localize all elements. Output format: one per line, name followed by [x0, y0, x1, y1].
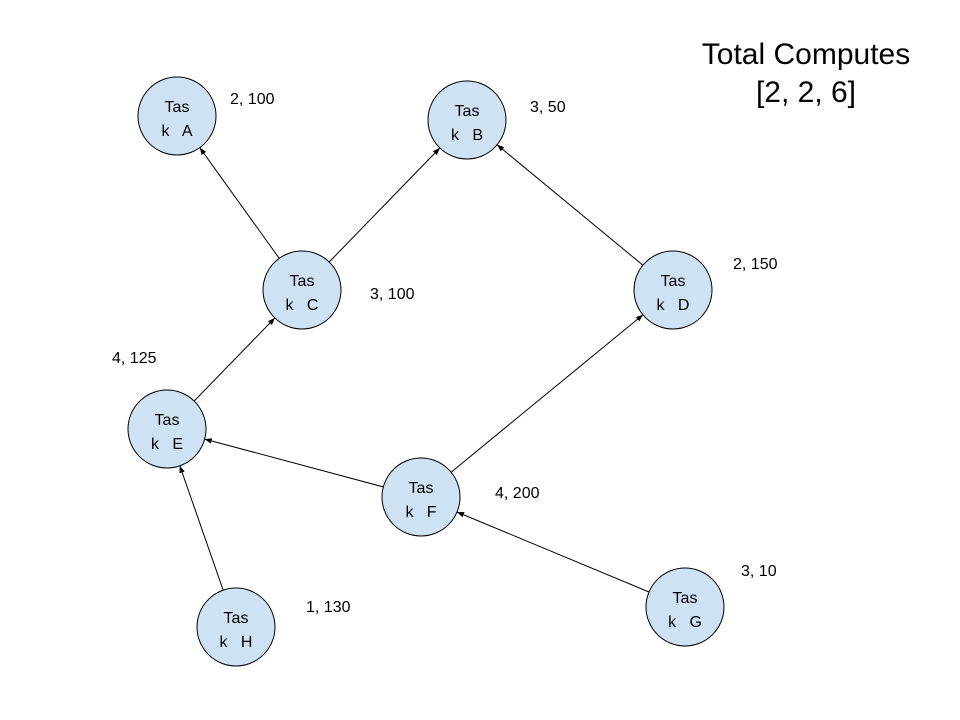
node-label-c: 3, 100 [370, 286, 415, 303]
node-text-line-2: k C [286, 297, 319, 314]
node-label-g: 3, 10 [741, 563, 777, 580]
node-text-line-1: Tas [165, 99, 190, 116]
node-circle [427, 80, 507, 160]
edge-d-to-b [496, 144, 644, 266]
node-task-b: Tas k B [427, 80, 507, 160]
node-text-line-1: Tas [224, 610, 249, 627]
node-text-line-2: k E [151, 436, 183, 453]
node-circle [137, 76, 217, 156]
node-label-f: 4, 200 [495, 485, 540, 502]
node-text-line-2: k A [161, 123, 192, 140]
node-circle [127, 389, 207, 469]
node-task-c: Tas k C [262, 250, 342, 330]
node-label-h: 1, 130 [306, 599, 351, 616]
node-label-e: 4, 125 [112, 350, 157, 367]
edge-e-to-c [193, 317, 276, 402]
node-text-line-2: k B [451, 127, 483, 144]
nodes: Tas k A Tas k B Tas k C Tas k D Tas k E Tas k F Tas k… [127, 76, 725, 667]
node-circle [262, 250, 342, 330]
node-task-e: Tas k E [127, 389, 207, 469]
node-label-a: 2, 100 [230, 91, 275, 108]
title-line-1: Total Computes [702, 38, 910, 71]
node-text-line-2: k G [668, 614, 702, 631]
node-text-line-1: Tas [673, 590, 698, 607]
node-label-d: 2, 150 [733, 256, 778, 273]
node-circle [633, 250, 713, 330]
edge-h-to-e [179, 465, 224, 591]
title-line-2: [2, 2, 6] [756, 76, 856, 109]
node-task-a: Tas k A [137, 76, 217, 156]
node-circle [645, 567, 725, 647]
node-task-g: Tas k G [645, 567, 725, 647]
node-labels: 2, 100 3, 50 3, 100 2, 150 4, 125 4, 200 3, 10… [112, 91, 778, 616]
edge-c-to-a [199, 147, 280, 259]
node-text-line-1: Tas [290, 273, 315, 290]
node-text-line-1: Tas [661, 273, 686, 290]
node-task-h: Tas k H [196, 587, 276, 667]
node-circle [196, 587, 276, 667]
edge-f-to-e [204, 438, 384, 488]
edge-g-to-f [456, 511, 650, 593]
node-label-b: 3, 50 [530, 99, 566, 116]
title: Total Computes [2, 2, 6] [702, 38, 910, 109]
node-text-line-2: k H [220, 634, 253, 651]
node-text-line-1: Tas [155, 412, 180, 429]
node-task-d: Tas k D [633, 250, 713, 330]
edge-c-to-b [328, 147, 441, 263]
node-text-line-2: k D [657, 297, 690, 314]
edges [179, 144, 650, 593]
node-text-line-1: Tas [409, 480, 434, 497]
node-text-line-1: Tas [455, 103, 480, 120]
node-text-line-2: k F [405, 504, 436, 521]
edge-f-to-d [450, 314, 644, 473]
node-task-f: Tas k F [381, 457, 461, 537]
node-circle [381, 457, 461, 537]
